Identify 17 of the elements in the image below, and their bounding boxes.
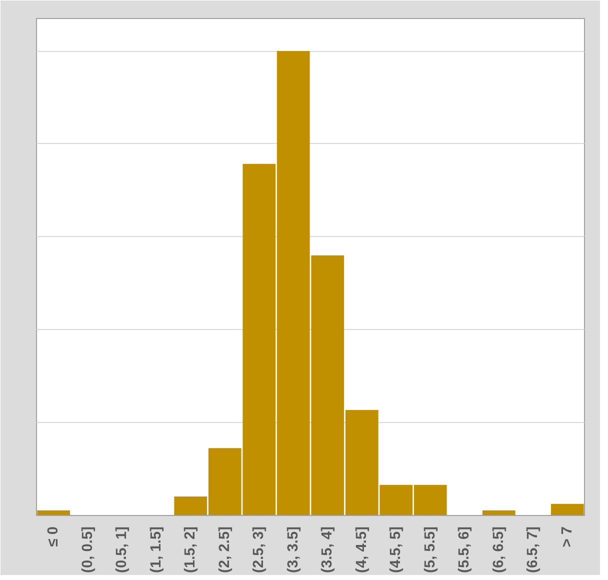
x-tick-label: (5.5, 6] [456,526,473,573]
x-tick-label: (5, 5.5] [422,526,438,573]
bar [550,504,584,516]
x-tick-label: ≤ 0 [46,526,62,547]
x-tick-label: (6, 6.5] [490,526,507,573]
x-tick-label: (1.5, 2] [182,526,199,573]
x-tick-label: (3, 3.5] [285,526,302,573]
x-tick-label: (3.5, 4] [320,526,336,573]
x-tick-label: > 7 [559,526,576,548]
x-tick-label: (1, 1.5] [148,526,164,573]
x-tick-label: (0.5, 1] [114,526,130,573]
x-tick-label: (2, 2.5] [216,526,233,573]
x-tick-label: (2.5, 3] [251,526,268,573]
x-tick-label: (4, 4.5] [354,526,370,573]
x-tick-label: (0, 0.5] [80,526,96,573]
x-tick-label: (6.5, 7] [525,526,542,573]
x-tick-label: (4.5, 5] [388,526,404,573]
